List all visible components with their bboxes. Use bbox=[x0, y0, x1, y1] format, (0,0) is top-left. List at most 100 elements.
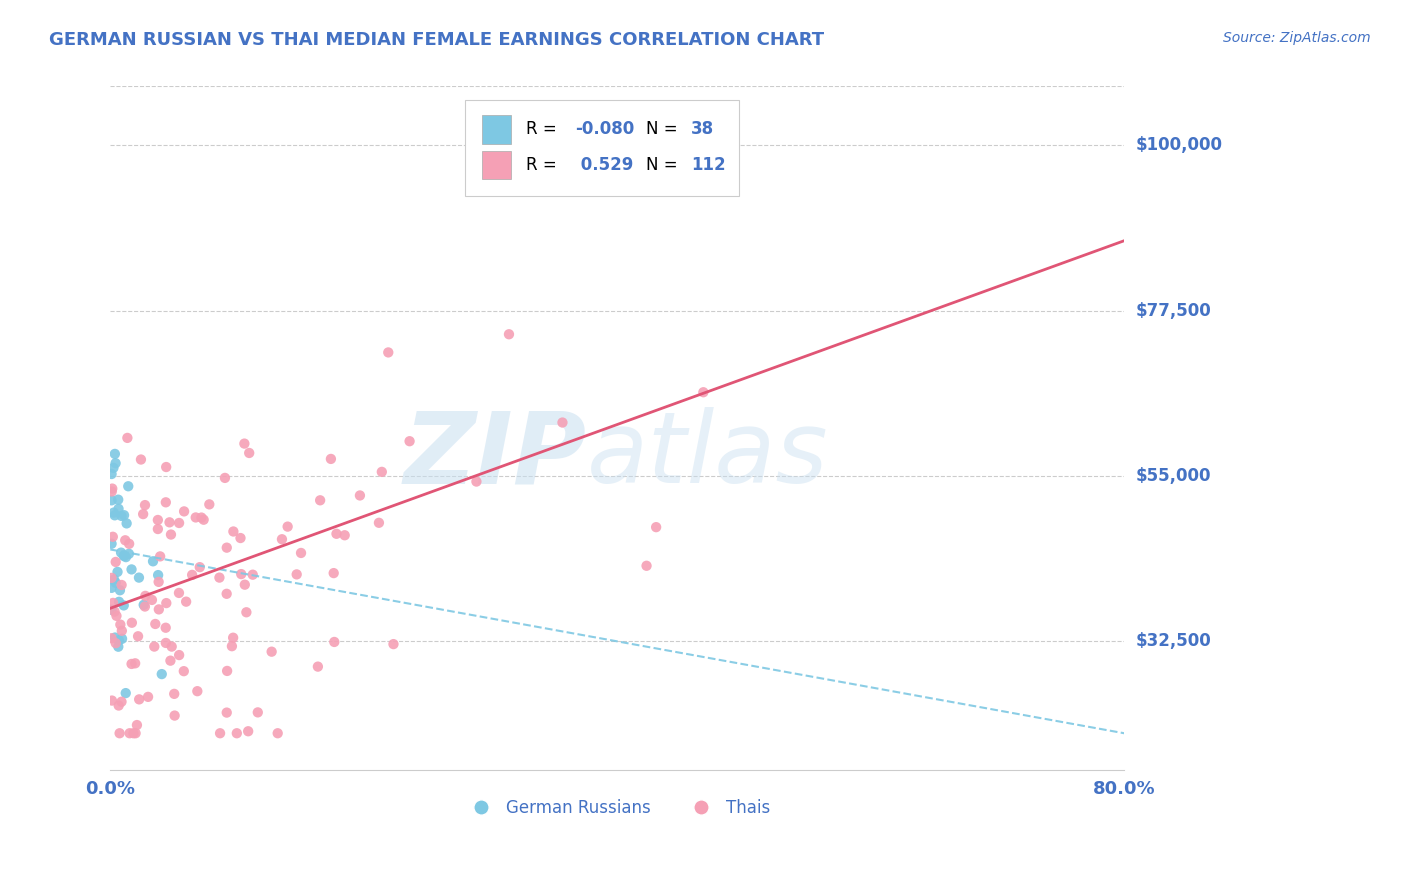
Point bbox=[121, 615, 143, 630]
Point bbox=[163, 708, 186, 723]
Point bbox=[110, 695, 132, 709]
Point bbox=[349, 488, 371, 502]
Point bbox=[104, 456, 127, 470]
Point bbox=[159, 654, 181, 668]
Point bbox=[103, 506, 125, 520]
Point bbox=[692, 385, 714, 400]
Point bbox=[108, 583, 131, 598]
Point bbox=[551, 416, 574, 430]
Point bbox=[148, 602, 170, 616]
Point bbox=[198, 497, 221, 511]
Text: 112: 112 bbox=[692, 156, 725, 174]
Point bbox=[124, 657, 146, 671]
Point bbox=[290, 546, 312, 560]
Point bbox=[112, 549, 135, 563]
Point bbox=[184, 510, 207, 524]
Point bbox=[108, 633, 131, 648]
FancyBboxPatch shape bbox=[482, 151, 510, 179]
Point bbox=[122, 726, 145, 740]
Point bbox=[209, 726, 232, 740]
Point bbox=[111, 624, 134, 638]
Point bbox=[242, 567, 264, 582]
Point bbox=[214, 471, 236, 485]
Point bbox=[229, 531, 252, 545]
Point bbox=[155, 621, 177, 635]
Point bbox=[112, 549, 135, 563]
Point bbox=[104, 555, 127, 569]
Point bbox=[159, 516, 181, 530]
Text: 0.529: 0.529 bbox=[575, 156, 633, 174]
Point bbox=[104, 631, 127, 645]
Point bbox=[188, 560, 211, 574]
Point bbox=[319, 451, 342, 466]
Point bbox=[146, 522, 169, 536]
Text: GERMAN RUSSIAN VS THAI MEDIAN FEMALE EARNINGS CORRELATION CHART: GERMAN RUSSIAN VS THAI MEDIAN FEMALE EAR… bbox=[49, 31, 824, 49]
Point bbox=[117, 431, 139, 445]
Point bbox=[277, 519, 299, 533]
Point bbox=[128, 692, 150, 706]
Point bbox=[115, 550, 138, 565]
Point bbox=[371, 465, 394, 479]
Point bbox=[323, 635, 346, 649]
Point bbox=[309, 493, 332, 508]
Text: R =: R = bbox=[526, 156, 562, 174]
Point bbox=[160, 527, 183, 541]
Point bbox=[121, 562, 143, 576]
Point bbox=[225, 726, 247, 740]
Point bbox=[143, 617, 166, 632]
Point bbox=[134, 498, 156, 512]
Point bbox=[100, 581, 122, 595]
Point bbox=[100, 493, 122, 508]
Point bbox=[222, 524, 245, 539]
Text: atlas: atlas bbox=[586, 407, 828, 504]
Point bbox=[114, 686, 136, 700]
Point bbox=[377, 345, 399, 359]
Point bbox=[167, 516, 190, 530]
Point bbox=[107, 565, 129, 579]
Point bbox=[121, 657, 143, 671]
Point bbox=[100, 537, 122, 551]
Text: $77,500: $77,500 bbox=[1135, 301, 1211, 319]
Point bbox=[155, 495, 177, 509]
Text: ZIP: ZIP bbox=[404, 407, 586, 504]
Point bbox=[285, 567, 308, 582]
Point bbox=[103, 460, 125, 475]
Point bbox=[104, 508, 127, 523]
Text: N =: N = bbox=[645, 120, 682, 138]
Point bbox=[100, 603, 122, 617]
Point bbox=[101, 693, 124, 707]
Point bbox=[149, 549, 172, 564]
Point bbox=[110, 508, 132, 523]
Point bbox=[132, 507, 155, 521]
Point bbox=[108, 726, 131, 740]
Point bbox=[465, 475, 488, 489]
Point bbox=[322, 566, 344, 580]
Point bbox=[231, 567, 253, 582]
Point bbox=[498, 327, 520, 342]
Point bbox=[104, 636, 127, 650]
Point bbox=[112, 599, 135, 613]
Point bbox=[136, 690, 159, 704]
Point bbox=[127, 629, 149, 643]
Point bbox=[233, 577, 256, 591]
Point bbox=[104, 575, 127, 590]
Point bbox=[636, 558, 658, 573]
Point bbox=[221, 639, 243, 653]
Point bbox=[163, 687, 186, 701]
Point bbox=[107, 698, 129, 713]
Point bbox=[333, 528, 356, 542]
Point bbox=[325, 526, 347, 541]
Point bbox=[217, 664, 239, 678]
Point bbox=[150, 667, 173, 681]
FancyBboxPatch shape bbox=[465, 100, 740, 195]
Point bbox=[103, 573, 125, 587]
Point bbox=[233, 436, 256, 450]
Point bbox=[118, 537, 141, 551]
Point bbox=[101, 596, 124, 610]
Point bbox=[141, 593, 163, 607]
Point bbox=[100, 571, 122, 585]
FancyBboxPatch shape bbox=[482, 115, 510, 144]
Point bbox=[134, 599, 156, 614]
Point bbox=[128, 571, 150, 585]
Point bbox=[101, 530, 124, 544]
